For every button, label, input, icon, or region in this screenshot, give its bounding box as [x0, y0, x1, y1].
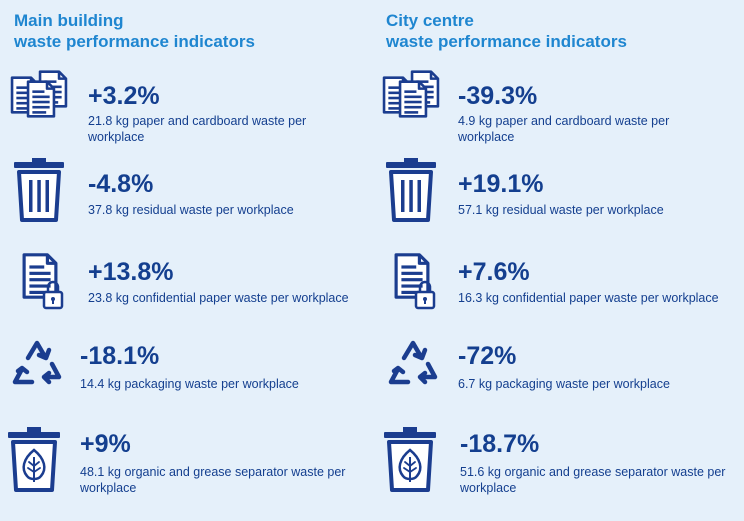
indicator-description: 23.8 kg confidential paper waste per wor…	[88, 291, 349, 305]
indicator-description: 21.8 kg paper and cardboard waste per wo…	[88, 114, 307, 144]
paper-stack-icon	[380, 70, 446, 118]
indicator-description: 14.4 kg packaging waste per workplace	[80, 377, 299, 391]
column-title: Main building waste performance indicato…	[14, 10, 255, 52]
indicator-value: +9%	[80, 430, 131, 458]
organic-bin-icon	[6, 426, 62, 494]
confidential-document-icon	[392, 248, 440, 312]
indicator-description: 57.1 kg residual waste per workplace	[458, 203, 664, 217]
column-title: City centre waste performance indicators	[386, 10, 627, 52]
indicator-description: 4.9 kg paper and cardboard waste per wor…	[458, 114, 670, 144]
confidential-document-icon	[20, 248, 68, 312]
city-centre-column: City centre waste performance indicators…	[372, 0, 732, 521]
indicator-description: 51.6 kg organic and grease separator was…	[460, 465, 726, 495]
trash-bin-icon	[12, 158, 66, 224]
indicator-value: +13.8%	[88, 258, 174, 286]
indicator-description: 37.8 kg residual waste per workplace	[88, 203, 294, 217]
column-title-line1: Main building	[14, 11, 124, 30]
indicator-value: -18.1%	[80, 342, 160, 370]
column-title-line1: City centre	[386, 11, 474, 30]
recycle-icon	[8, 336, 66, 390]
indicator-value: -39.3%	[458, 82, 538, 110]
recycle-icon	[384, 336, 442, 390]
indicator-description: 16.3 kg confidential paper waste per wor…	[458, 291, 719, 305]
organic-bin-icon	[382, 426, 438, 494]
indicator-value: -4.8%	[88, 170, 154, 198]
column-title-line2: waste performance indicators	[14, 32, 255, 51]
indicator-description: 6.7 kg packaging waste per workplace	[458, 377, 670, 391]
indicator-value: +3.2%	[88, 82, 160, 110]
indicator-value: -72%	[458, 342, 517, 370]
indicator-value: +7.6%	[458, 258, 530, 286]
indicator-value: +19.1%	[458, 170, 544, 198]
main-building-column: Main building waste performance indicato…	[0, 0, 360, 521]
trash-bin-icon	[384, 158, 438, 224]
paper-stack-icon	[8, 70, 74, 118]
indicator-description: 48.1 kg organic and grease separator was…	[80, 465, 346, 495]
column-title-line2: waste performance indicators	[386, 32, 627, 51]
indicator-value: -18.7%	[460, 430, 540, 458]
